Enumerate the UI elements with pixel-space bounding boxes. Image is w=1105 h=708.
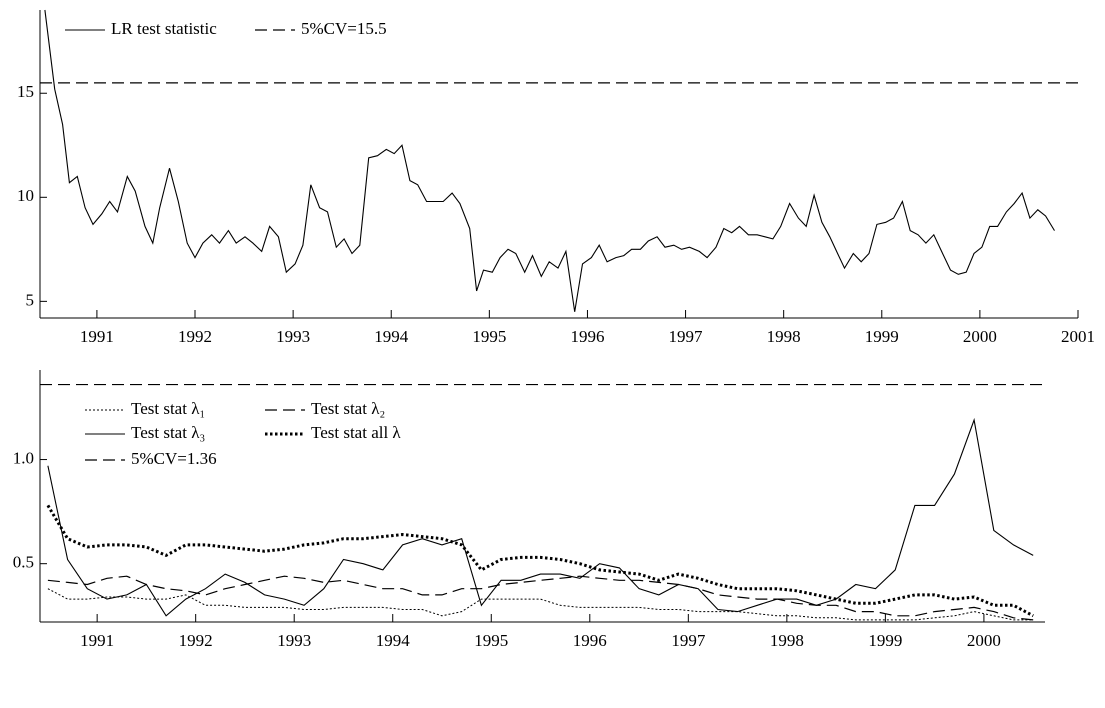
x-tick-label: 1995 xyxy=(474,631,508,650)
legend-label: Test stat λ₂ xyxy=(311,399,385,418)
x-tick-label: 1993 xyxy=(277,631,311,650)
y-tick-label: 15 xyxy=(17,82,34,101)
x-tick-label: 2001 xyxy=(1061,327,1095,346)
y-tick-label: 5 xyxy=(26,290,35,309)
x-tick-label: 1991 xyxy=(80,327,114,346)
x-tick-label: 1998 xyxy=(770,631,804,650)
series-line xyxy=(44,9,1055,312)
x-tick-label: 1996 xyxy=(570,327,604,346)
series-line xyxy=(47,417,1034,617)
x-tick-label: 1997 xyxy=(669,327,704,346)
x-tick-label: 1997 xyxy=(671,631,706,650)
legend-label: Test stat λ₃ xyxy=(131,423,205,442)
series-line xyxy=(47,575,1034,621)
series-line xyxy=(46,504,1034,618)
x-tick-label: 1994 xyxy=(376,631,411,650)
legend-label: 5%CV=15.5 xyxy=(301,19,387,38)
series-line xyxy=(47,588,1034,621)
legend-label: Test stat λ₁ xyxy=(131,399,205,418)
y-tick-label: 0.5 xyxy=(13,553,34,572)
x-tick-label: 1999 xyxy=(868,631,902,650)
x-tick-label: 1995 xyxy=(472,327,506,346)
x-tick-label: 1999 xyxy=(865,327,899,346)
x-tick-label: 1994 xyxy=(374,327,409,346)
x-tick-label: 1993 xyxy=(276,327,310,346)
legend-label: Test stat all λ xyxy=(311,423,401,442)
y-tick-label: 10 xyxy=(17,186,34,205)
x-tick-label: 2000 xyxy=(963,327,997,346)
x-tick-label: 1998 xyxy=(767,327,801,346)
legend-label: LR test statistic xyxy=(111,19,217,38)
legend-label: 5%CV=1.36 xyxy=(131,449,217,468)
x-tick-label: 1992 xyxy=(178,327,212,346)
y-tick-label: 1.0 xyxy=(13,448,34,467)
x-tick-label: 2000 xyxy=(967,631,1001,650)
x-tick-label: 1991 xyxy=(80,631,114,650)
x-tick-label: 1992 xyxy=(179,631,213,650)
x-tick-label: 1996 xyxy=(573,631,607,650)
